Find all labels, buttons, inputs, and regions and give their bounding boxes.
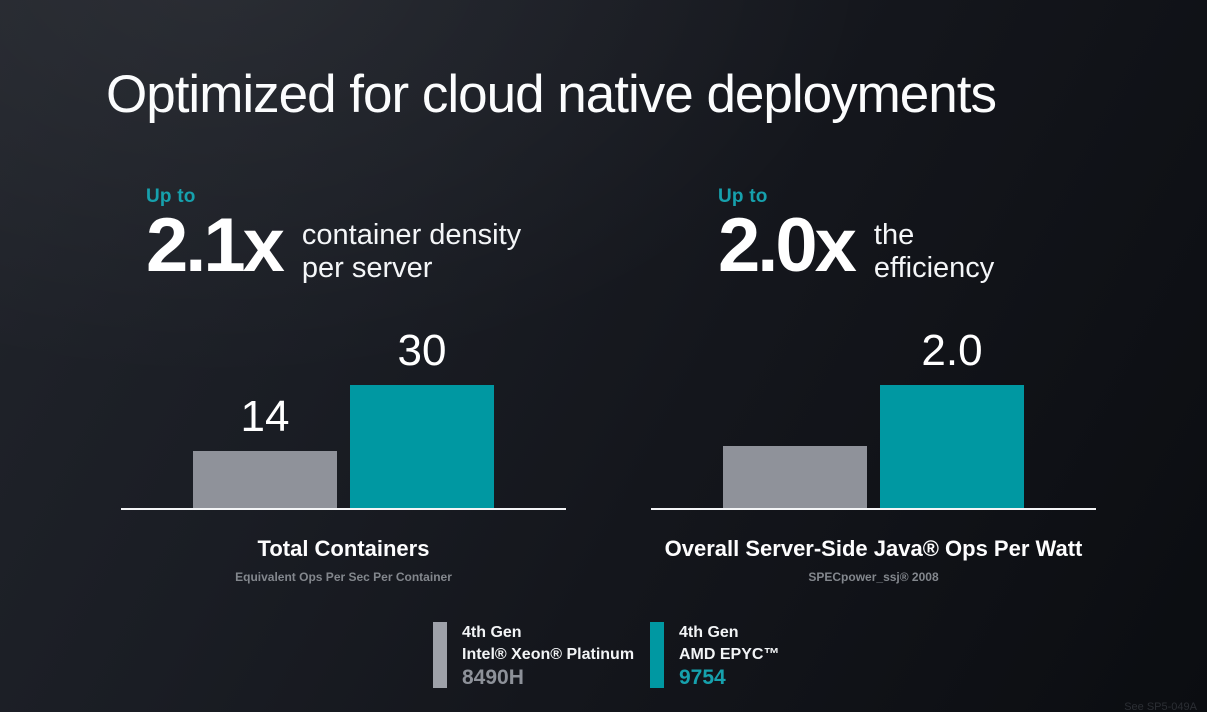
stat-efficiency: Up to 2.0x the efficiency: [718, 186, 994, 285]
stat-prefix: Up to: [718, 186, 768, 207]
stat-container-density: Up to 2.1x container density per server: [146, 186, 521, 285]
x-axis-line: [651, 508, 1096, 510]
legend-item-amd: 4th Gen AMD EPYC™ 9754: [650, 622, 779, 690]
bar-value-label: 14: [240, 392, 290, 441]
stat-description-line1: container density: [301, 219, 522, 251]
legend-item-intel: 4th Gen Intel® Xeon® Platinum 8490H: [433, 622, 634, 690]
legend-cpu-label: Intel® Xeon® Platinum: [462, 646, 635, 663]
bar-value-label: 2.0: [921, 326, 983, 375]
stat-description-line2: per server: [301, 251, 433, 284]
chart-subtitle-ops-per-watt: SPECpower_ssj® 2008: [808, 570, 939, 584]
chart-title-total-containers: Total Containers: [257, 536, 430, 561]
endnote-reference: See SP5-049A: [1124, 701, 1197, 712]
legend-gen-label: 4th Gen: [462, 624, 522, 641]
chart-subtitle-total-containers: Equivalent Ops Per Sec Per Container: [235, 570, 452, 584]
legend-cpu-label: AMD EPYC™: [679, 646, 780, 663]
chart-bar: [723, 446, 867, 508]
legend-gen-label: 4th Gen: [679, 624, 739, 641]
legend-swatch-teal: [650, 622, 664, 688]
x-axis-line: [121, 508, 566, 510]
stat-value: 2.1x: [146, 203, 285, 288]
chart-bar: [350, 385, 494, 508]
stat-value: 2.0x: [718, 203, 857, 288]
bar-chart-ops-per-watt: 2.0: [651, 318, 1096, 510]
legend-model-number: 8490H: [462, 666, 524, 689]
chart-bar: [880, 385, 1024, 508]
stat-description-line2: efficiency: [873, 251, 995, 284]
stat-prefix: Up to: [146, 186, 196, 207]
page-title: Optimized for cloud native deployments: [106, 65, 997, 124]
stat-description: the efficiency: [874, 219, 994, 285]
stat-description: container density per server: [302, 219, 521, 285]
chart-bar: [193, 451, 337, 508]
stat-description-line1: the: [873, 219, 915, 251]
bar-chart-total-containers: 14 30: [121, 318, 566, 510]
legend-model-number: 9754: [679, 666, 726, 689]
legend-swatch-gray: [433, 622, 447, 688]
chart-title-ops-per-watt: Overall Server-Side Java® Ops Per Watt: [664, 536, 1083, 561]
bar-value-label: 30: [397, 326, 447, 375]
